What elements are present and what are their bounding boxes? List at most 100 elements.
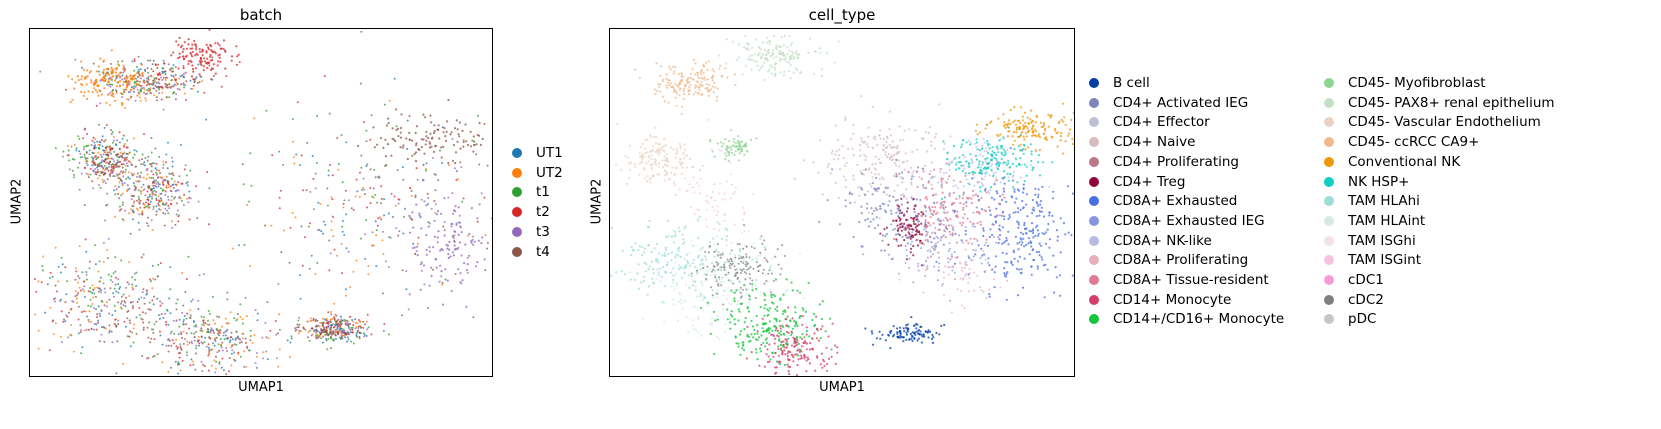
batch-points-cluster-5	[205, 77, 460, 300]
cell-type-legend-item: cDC2	[1324, 290, 1384, 310]
batch-scatter-svg	[33, 29, 492, 376]
batch-points-cluster-3	[44, 250, 185, 349]
batch-points-t4	[357, 98, 484, 167]
cell-type-points-cd14	[745, 306, 839, 376]
cell-type-x-axis-label: UMAP1	[819, 380, 865, 395]
batch-legend-marker	[512, 226, 522, 237]
cell-type-legend-marker	[1324, 314, 1334, 325]
cell-type-legend-label: TAM ISGhi	[1348, 232, 1416, 249]
batch-plot-title: batch	[239, 6, 283, 24]
cell-type-legend-label: CD45- PAX8+ renal epithelium	[1348, 94, 1555, 111]
cell-type-legend-marker	[1324, 156, 1334, 167]
batch-points-cluster-5	[208, 75, 486, 326]
batch-points-cluster-5	[231, 99, 487, 318]
cell-type-legend-label: TAM ISGint	[1348, 252, 1421, 269]
cell-type-legend-marker	[1324, 137, 1334, 148]
batch-legend-item: t4	[512, 242, 550, 262]
cell-type-legend-marker	[1089, 176, 1099, 187]
batch-legend-marker	[512, 148, 522, 158]
cell-type-legend-marker	[1324, 255, 1334, 266]
batch-scatter-plot	[29, 28, 493, 377]
batch-legend-label: t4	[536, 243, 550, 260]
batch-points-cluster-3	[33, 238, 188, 352]
cell-type-legend-item: CD45- Vascular Endothelium	[1324, 112, 1541, 132]
cell-type-points-vascular	[614, 118, 743, 197]
cell-type-legend-marker	[1324, 235, 1334, 246]
cell-type-legend-item: CD8A+ Exhausted IEG	[1089, 211, 1265, 231]
cell-type-legend-item: CD14+/CD16+ Monocyte	[1089, 309, 1284, 329]
cell-type-points-cd4-treg	[879, 197, 927, 267]
cell-type-points-cdc2	[690, 223, 786, 306]
cell-type-points-cd8-prolif	[898, 238, 1009, 314]
cell-type-legend-item: CD45- PAX8+ renal epithelium	[1324, 93, 1555, 113]
cell-type-legend-label: Conventional NK	[1348, 153, 1461, 170]
cell-type-legend-label: CD45- Vascular Endothelium	[1348, 114, 1541, 131]
cell-type-y-axis-label: UMAP2	[589, 178, 605, 225]
batch-points-cluster-3	[34, 245, 184, 353]
cell-type-legend-item: TAM HLAhi	[1324, 191, 1420, 211]
cell-type-legend-item: NK HSP+	[1324, 172, 1409, 192]
cell-type-legend-item: cDC1	[1324, 270, 1384, 290]
batch-legend-marker	[512, 167, 522, 178]
cell-type-points-ccrcc	[634, 58, 737, 116]
cell-type-legend-marker	[1089, 156, 1099, 167]
batch-points-cluster-0	[65, 58, 241, 101]
cell-type-legend-label: B cell	[1113, 75, 1150, 91]
cell-type-points-tam-isgint	[683, 148, 755, 255]
batch-points-cluster-6	[294, 314, 365, 350]
batch-points-t2	[154, 29, 240, 81]
cell-type-legend-label: CD4+ Treg	[1113, 173, 1186, 190]
cell-type-legend-item: CD8A+ Exhausted	[1089, 191, 1237, 211]
cell-type-legend-label: CD45- ccRCC CA9+	[1348, 134, 1480, 151]
cell-type-legend-label: CD4+ Naive	[1113, 134, 1196, 151]
cell-type-legend-label: CD8A+ NK-like	[1113, 232, 1212, 249]
batch-legend-marker	[512, 187, 522, 198]
cell-type-legend-marker	[1089, 97, 1099, 108]
cell-type-legend-item: TAM ISGhi	[1324, 231, 1416, 251]
cell-type-points-pax8	[718, 34, 840, 81]
batch-points-cluster-5	[241, 82, 492, 319]
cell-type-legend-label: TAM HLAint	[1348, 212, 1426, 229]
batch-y-axis-label: UMAP2	[9, 178, 25, 225]
cell-type-legend-label: cDC2	[1348, 291, 1384, 308]
cell-type-legend-label: CD45- Myofibroblast	[1348, 75, 1486, 91]
cell-type-legend-marker	[1089, 78, 1099, 88]
cell-type-legend-marker	[1089, 235, 1099, 246]
cell-type-legend-marker	[1324, 176, 1334, 187]
cell-type-points-conv-nk	[974, 102, 1074, 155]
batch-legend-item: UT2	[512, 163, 563, 183]
cell-type-legend-item: TAM HLAint	[1324, 211, 1425, 231]
cell-type-legend-label: NK HSP+	[1348, 173, 1410, 190]
cell-type-points-cd8-trm	[892, 162, 1041, 259]
batch-legend-label: t2	[536, 204, 550, 221]
cell-type-legend-item: CD4+ Effector	[1089, 112, 1210, 132]
cell-type-points-cd8-nk	[912, 137, 1051, 194]
cell-type-legend-marker	[1324, 78, 1334, 88]
batch-points-cluster-4	[165, 296, 278, 374]
batch-legend-label: t1	[536, 184, 550, 201]
cell-type-points-cd4-naive	[793, 95, 961, 222]
cell-type-plot-title: cell_type	[808, 6, 876, 24]
cell-type-legend-marker	[1324, 117, 1334, 128]
cell-type-legend-marker	[1324, 275, 1334, 285]
batch-points-cluster-3	[41, 228, 190, 355]
batch-points-cluster-5	[277, 137, 483, 311]
batch-legend-label: t3	[536, 223, 550, 240]
cell-type-legend-label: CD4+ Proliferating	[1113, 153, 1239, 170]
cell-type-legend-item: CD8A+ Proliferating	[1089, 250, 1248, 270]
batch-legend-label: UT1	[536, 145, 563, 161]
cell-type-legend-item: CD45- ccRCC CA9+	[1324, 132, 1479, 152]
batch-points-cluster-4	[122, 309, 291, 373]
cell-type-legend-marker	[1089, 215, 1099, 226]
batch-points-cluster-4	[87, 304, 268, 376]
cell-type-points-cd8-exh	[933, 147, 1074, 301]
cell-type-points-nk-hsp	[940, 123, 1054, 200]
cell-type-legend-item: CD4+ Treg	[1089, 172, 1185, 192]
batch-points-cluster-4	[135, 297, 293, 375]
cell-type-legend-item: TAM ISGint	[1324, 250, 1421, 270]
batch-points-cluster-4	[123, 306, 279, 373]
cell-type-legend-marker	[1089, 196, 1099, 207]
cell-type-legend-label: CD4+ Activated IEG	[1113, 94, 1249, 111]
cell-type-legend-item: CD45- Myofibroblast	[1324, 73, 1486, 93]
batch-legend-item: UT1	[512, 143, 563, 163]
